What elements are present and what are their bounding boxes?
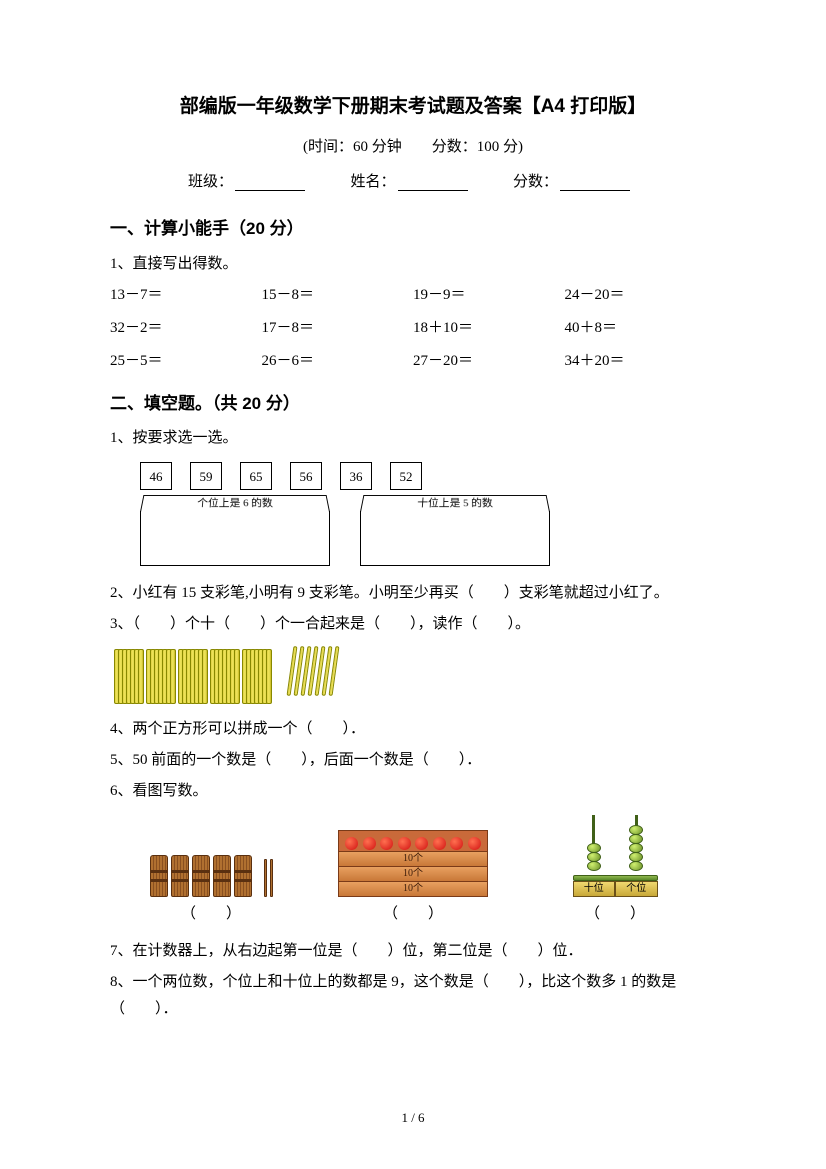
fig-abacus: 十位 个位 [514, 815, 716, 897]
bead-icon [587, 861, 601, 871]
paren: （ ） [514, 901, 716, 928]
blank-class [235, 175, 305, 191]
calc-grid: 13－7＝ 15－8＝ 19－9＝ 24－20＝ 32－2＝ 17－8＝ 18＋… [110, 282, 716, 375]
bundle-icon [213, 855, 231, 897]
calc-cell: 19－9＝ [413, 282, 565, 309]
apple-icon [450, 837, 463, 850]
q2-7: 7、在计数器上，从右边起第一位是（ ）位，第二位是（ ）位． [110, 938, 716, 965]
num-box: 36 [340, 462, 372, 490]
paren: （ ） [312, 901, 514, 928]
num-box: 56 [290, 462, 322, 490]
crate-label: 10个 [338, 882, 488, 897]
q2-8: 8、一个两位数，个位上和十位上的数都是 9，这个数是（ ），比这个数多 1 的数… [110, 969, 716, 1023]
calc-cell: 25－5＝ [110, 348, 262, 375]
blank-score [560, 175, 630, 191]
calc-cell: 17－8＝ [262, 315, 414, 342]
fig-crate: 10个 10个 10个 [312, 830, 514, 897]
tray: 个位上是 6 的数 [140, 494, 330, 566]
q2-6: 6、看图写数。 [110, 778, 716, 805]
tray-label: 个位上是 6 的数 [140, 495, 330, 512]
apple-icon [468, 837, 481, 850]
stick-bundle-icon [212, 649, 240, 704]
fig-sticks [110, 855, 312, 897]
q2-5: 5、50 前面的一个数是（ ），后面一个数是（ ）． [110, 747, 716, 774]
figure-row: 10个 10个 10个 [110, 815, 716, 897]
label-score: 分数： [513, 174, 558, 190]
calc-cell: 40＋8＝ [565, 315, 717, 342]
calc-cell: 15－8＝ [262, 282, 414, 309]
abacus-rod-icon [592, 815, 595, 870]
bundle-icon [150, 855, 168, 897]
sorting-trays: 个位上是 6 的数 十位上是 5 的数 [140, 494, 716, 566]
sticks-figure [116, 646, 716, 706]
tray-body [140, 511, 330, 566]
crate-label: 10个 [338, 867, 488, 882]
label-class: 班级： [188, 174, 233, 190]
q2-3: 3、（ ）个十（ ）个一合起来是（ ），读作（ ）。 [110, 611, 716, 638]
abacus-label: 个位 [615, 881, 658, 897]
abacus-label: 十位 [573, 881, 616, 897]
apple-icon [433, 837, 446, 850]
calc-cell: 18＋10＝ [413, 315, 565, 342]
tray-body [360, 511, 550, 566]
answer-parens: （ ） （ ） （ ） [110, 901, 716, 928]
label-name: 姓名： [350, 174, 395, 190]
crate-label: 10个 [338, 852, 488, 867]
abacus-rod-icon [635, 815, 638, 870]
num-box: 65 [240, 462, 272, 490]
bundle-icon [192, 855, 210, 897]
bundle-icon [171, 855, 189, 897]
section1-heading: 一、计算小能手（20 分） [110, 214, 716, 245]
stick-icon [264, 859, 267, 897]
crate-top-icon [338, 830, 488, 852]
q2-1: 1、按要求选一选。 [110, 425, 716, 452]
num-box: 52 [390, 462, 422, 490]
calc-cell: 34＋20＝ [565, 348, 717, 375]
apple-icon [415, 837, 428, 850]
tray: 十位上是 5 的数 [360, 494, 550, 566]
section2-heading: 二、填空题。（共 20 分） [110, 389, 716, 420]
num-box: 46 [140, 462, 172, 490]
paren: （ ） [110, 901, 312, 928]
loose-sticks-icon [290, 646, 339, 706]
page-title: 部编版一年级数学下册期末考试题及答案【A4 打印版】 [110, 90, 716, 124]
calc-cell: 13－7＝ [110, 282, 262, 309]
stick-bundle-icon [116, 649, 144, 704]
q2-4: 4、两个正方形可以拼成一个（ ）． [110, 716, 716, 743]
apple-icon [380, 837, 393, 850]
stick-bundle-icon [180, 649, 208, 704]
bead-icon [629, 861, 643, 871]
stick-icon [270, 859, 273, 897]
page-number: 1 / 6 [0, 1106, 826, 1129]
q2-2: 2、小红有 15 支彩笔,小明有 9 支彩笔。小明至少再买（ ）支彩笔就超过小红… [110, 580, 716, 607]
calc-cell: 26－6＝ [262, 348, 414, 375]
calc-cell: 24－20＝ [565, 282, 717, 309]
q1-1: 1、直接写出得数。 [110, 251, 716, 278]
bundle-icon [234, 855, 252, 897]
apple-icon [398, 837, 411, 850]
calc-cell: 32－2＝ [110, 315, 262, 342]
subtitle: (时间：60 分钟 分数：100 分) [110, 134, 716, 161]
info-line: 班级： 姓名： 分数： [110, 169, 716, 196]
num-box: 59 [190, 462, 222, 490]
apple-icon [363, 837, 376, 850]
apple-icon [345, 837, 358, 850]
tray-label: 十位上是 5 的数 [360, 495, 550, 512]
blank-name [398, 175, 468, 191]
stick-bundle-icon [148, 649, 176, 704]
number-boxes: 46 59 65 56 36 52 [140, 462, 716, 490]
calc-cell: 27－20＝ [413, 348, 565, 375]
stick-bundle-icon [244, 649, 272, 704]
